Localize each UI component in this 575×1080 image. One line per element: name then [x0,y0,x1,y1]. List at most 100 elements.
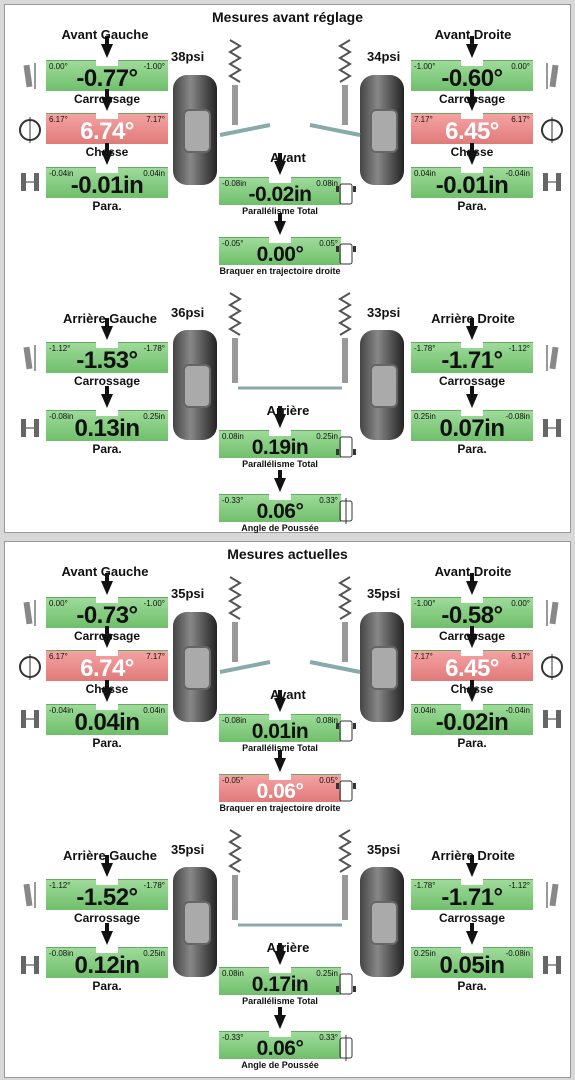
front-right-psi: 35psi [367,586,401,601]
gauge-max: 0.33° [319,1033,338,1042]
gauge-max: 0.05° [319,239,338,248]
gauge-label: Parallélisme Total [242,743,318,753]
steer-ahead-gauge: -0.05° 0.05° 0.00° Braquer en trajectoire d… [219,213,341,276]
rear-left-camber-gauge: -1.12° -1.78° -1.53° Carrossage [46,318,168,388]
rear-right-toe-gauge: 0.25in -0.08in 0.05in Para. [411,923,533,993]
gauge-bar: -0.33° 0.33° 0.06° [219,494,341,523]
gauge-min: -0.08in [49,949,74,958]
gauge-value: -0.60° [441,65,503,92]
indicator-arrow-icon [101,386,113,408]
indicator-arrow-icon [101,855,113,877]
rear-suspension-icon [228,829,352,927]
toe-icon [543,173,561,191]
panel-title: Mesures actuelles [227,546,348,562]
gauge-bar: 0.04in -0.04in -0.02in [411,704,533,736]
toe-icon [21,710,39,728]
indicator-arrow-icon [101,36,113,58]
gauge-bar: -1.78° -1.12° -1.71° [411,879,533,911]
gauge-max: 6.17° [511,115,530,124]
front-suspension-icon [219,39,361,137]
camber-icon [23,63,36,89]
front-left-wheel-icon [173,612,217,722]
gauge-label: Carrossage [438,374,506,388]
gauge-max: 0.08in [316,179,338,188]
gauge-value: 0.07in [439,415,505,442]
rear-right-wheel-icon [360,867,404,977]
gauge-label: Braquer en trajectoire droite [219,803,341,813]
caster-icon [541,654,563,680]
panel-before-adjustment: Mesures avant réglage Avant Gauche Avant… [4,4,571,533]
indicator-arrow-icon [101,680,113,702]
gauge-label: Carrossage [73,374,141,388]
gauge-max: 0.05° [319,776,338,785]
steer-ahead-gauge: -0.05° 0.05° 0.06° Braquer en trajectoire d… [219,750,341,813]
car-thrust-icon [339,498,353,524]
rear-left-header: Arrière Gauche [63,311,157,326]
gauge-bar: -0.08in 0.08in -0.02in [219,177,341,206]
gauge-value: -0.02in [435,709,509,736]
rear-left-wheel-icon [173,867,217,977]
gauge-min: -1.12° [49,344,71,353]
gauge-bar: 0.08in 0.25in 0.19in [219,430,341,459]
gauge-bar: -0.05° 0.05° 0.00° [219,237,341,266]
gauge-min: 0.00° [49,599,68,608]
gauge-value: 0.05in [439,952,505,979]
camber-icon [546,63,559,89]
gauge-bar: 0.08in 0.25in 0.17in [219,967,341,996]
toe-icon [543,956,561,974]
indicator-arrow-icon [274,750,286,772]
gauge-max: 0.25in [143,412,165,421]
gauge-value: -0.58° [441,602,503,629]
gauge-min: -0.08in [49,412,74,421]
gauge-min: -1.12° [49,881,71,890]
gauge-value: 0.06° [256,500,304,523]
front-right-toe-gauge: 0.04in -0.04in -0.01in Para. [411,143,533,213]
toe-icon [543,419,561,437]
gauge-min: 0.00° [49,62,68,71]
gauge-value: 0.06° [256,780,304,803]
indicator-arrow-icon [101,89,113,111]
front-suspension-icon [219,576,361,674]
gauge-min: -0.33° [222,1033,244,1042]
indicator-arrow-icon [101,923,113,945]
gauge-value: -1.53° [76,347,138,374]
gauge-value: -0.73° [76,602,138,629]
gauge-min: -0.08in [222,179,247,188]
gauge-value: -0.02in [248,183,312,206]
gauge-max: -1.78° [143,881,165,890]
front-total-toe-gauge: -0.08in 0.08in 0.01in Parallélisme Total [219,690,341,753]
gauge-min: -0.05° [222,776,244,785]
car-toe-icon [336,183,356,205]
rear-right-toe-gauge: 0.25in -0.08in 0.07in Para. [411,386,533,456]
indicator-arrow-icon [274,943,286,965]
gauge-label: Para. [92,442,122,456]
gauge-min: 0.08in [222,969,244,978]
front-right-caster-gauge: 7.17° 6.17° 6.45° Chasse [411,626,533,696]
gauge-min: 7.17° [414,115,433,124]
gauge-bar: 0.25in -0.08in 0.07in [411,410,533,442]
gauge-max: 0.25in [143,949,165,958]
gauge-value: -1.71° [441,347,503,374]
camber-icon [23,345,36,371]
gauge-max: -0.08in [505,412,530,421]
gauge-min: -0.08in [222,716,247,725]
front-right-header: Avant Droite [434,27,512,42]
indicator-arrow-icon [466,680,478,702]
gauge-max: 7.17° [146,652,165,661]
gauge-bar: -1.00° 0.00° -0.60° [411,60,533,92]
indicator-arrow-icon [274,1007,286,1029]
rear-right-psi: 35psi [367,842,401,857]
gauge-max: 0.33° [319,496,338,505]
gauge-value: 0.19in [251,436,309,459]
gauge-label: Para. [457,979,487,993]
rear-suspension-icon [228,292,352,390]
front-left-header: Avant Gauche [61,27,149,42]
front-left-toe-gauge: -0.04in 0.04in 0.04in Para. [46,680,168,750]
gauge-label: Angle de Poussée [241,523,319,533]
gauge-bar: 6.17° 7.17° 6.74° [46,650,168,682]
gauge-min: 0.04in [414,706,436,715]
gauge-max: -1.00° [143,599,165,608]
gauge-label: Parallélisme Total [242,996,318,1006]
rear-left-wheel-icon [173,330,217,440]
gauge-value: 0.04in [74,709,140,736]
